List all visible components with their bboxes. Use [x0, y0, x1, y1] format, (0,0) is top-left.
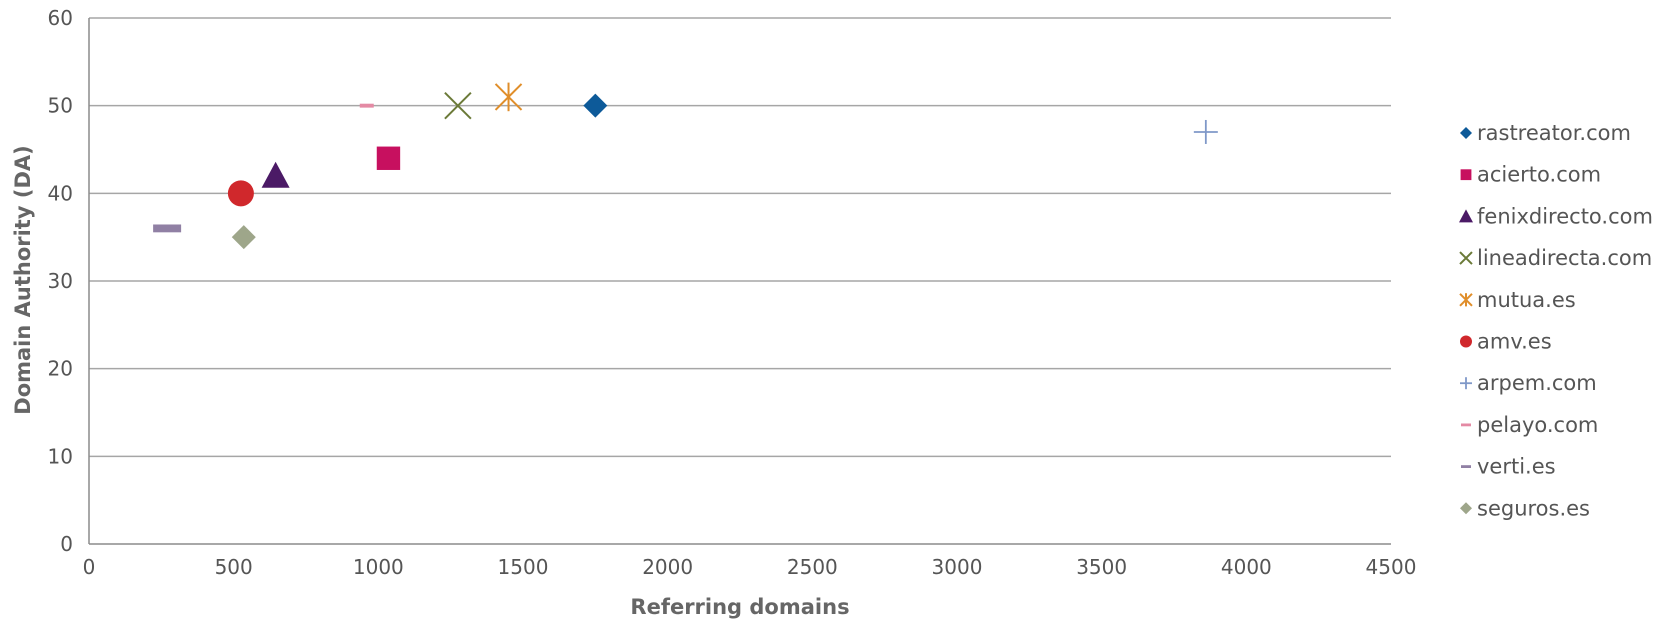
x-tick-label: 2500 [787, 555, 838, 579]
x-tick-label: 3500 [1076, 555, 1127, 579]
legend-marker [1461, 465, 1471, 468]
x-tick-label: 1000 [353, 555, 404, 579]
data-point [376, 146, 401, 170]
legend-item: mutua.es [1459, 288, 1576, 312]
legend: rastreator.com acierto.com fenixdirecto.co… [1459, 121, 1653, 520]
data-points [153, 82, 1218, 250]
legend-marker [1460, 377, 1472, 390]
legend-item: arpem.com [1460, 371, 1597, 395]
y-tick-label: 40 [48, 181, 73, 205]
legend-marker [1460, 335, 1472, 348]
legend-item: acierto.com [1460, 163, 1601, 187]
x-tick-label: 4500 [1366, 555, 1417, 579]
y-tick-label: 50 [48, 94, 73, 118]
x-axis-ticks: 0 500 1000 1500 2000 2500 3000 3500 4000 4500 [83, 555, 1417, 579]
y-axis-ticks: 0 10 20 30 40 50 60 [48, 6, 73, 556]
legend-label: lineadirecta.com [1477, 246, 1652, 270]
data-point [261, 161, 290, 188]
y-tick-label: 10 [48, 444, 73, 468]
legend-item: lineadirecta.com [1459, 246, 1652, 270]
legend-label: fenixdirecto.com [1477, 204, 1653, 228]
data-point [444, 91, 472, 120]
legend-item: verti.es [1461, 455, 1556, 479]
legend-label: pelayo.com [1477, 413, 1598, 437]
legend-label: rastreator.com [1477, 121, 1631, 145]
data-point [153, 224, 182, 233]
x-tick-label: 4000 [1221, 555, 1272, 579]
legend-item: fenixdirecto.com [1459, 204, 1653, 228]
y-tick-label: 30 [48, 269, 73, 293]
data-point [227, 180, 254, 207]
legend-marker [1459, 251, 1473, 265]
data-point [1193, 119, 1218, 144]
x-tick-label: 2000 [642, 555, 693, 579]
y-tick-label: 20 [48, 357, 73, 381]
legend-label: mutua.es [1477, 288, 1576, 312]
legend-label: amv.es [1477, 330, 1552, 354]
x-tick-label: 3000 [932, 555, 983, 579]
x-tick-label: 500 [215, 555, 253, 579]
x-tick-label: 0 [83, 555, 96, 579]
legend-item: seguros.es [1460, 496, 1590, 520]
y-axis-title: Domain Authority (DA) [11, 145, 35, 414]
data-point [583, 93, 608, 118]
y-tick-label: 60 [48, 6, 73, 30]
legend-label: verti.es [1477, 455, 1556, 479]
legend-marker [1459, 293, 1473, 307]
legend-marker [1459, 209, 1473, 223]
y-tick-label: 0 [60, 532, 73, 556]
data-point [359, 103, 374, 108]
legend-marker [1460, 169, 1472, 181]
data-point [494, 82, 523, 112]
legend-marker [1460, 127, 1472, 139]
legend-label: acierto.com [1477, 163, 1601, 187]
legend-item: pelayo.com [1461, 413, 1598, 437]
x-tick-label: 1500 [498, 555, 549, 579]
legend-label: arpem.com [1477, 371, 1597, 395]
legend-item: rastreator.com [1460, 121, 1631, 145]
legend-marker [1461, 423, 1471, 427]
legend-marker [1460, 502, 1472, 515]
legend-item: amv.es [1460, 330, 1552, 354]
axes [88, 18, 1391, 545]
x-axis-title: Referring domains [630, 595, 849, 619]
data-point [231, 225, 256, 250]
legend-label: seguros.es [1477, 496, 1590, 520]
gridlines [89, 17, 1391, 458]
